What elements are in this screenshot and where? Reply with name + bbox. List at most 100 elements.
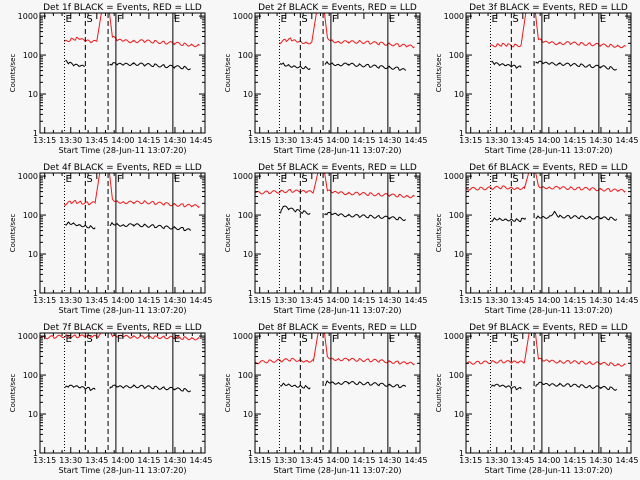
y-axis-label: Counts/sec xyxy=(435,214,443,253)
y-tick-label: 1000 xyxy=(444,12,464,21)
x-axis-label: Start Time (28-Jun-11 13:07:20) xyxy=(485,306,613,315)
x-tick-label: 13:15 xyxy=(248,136,271,145)
lld-series-line xyxy=(110,333,200,341)
marker-label: E xyxy=(389,334,395,345)
marker-label: E xyxy=(174,14,180,25)
y-tick-label: 1 xyxy=(248,289,253,298)
marker-label: S xyxy=(86,334,92,345)
y-tick-label: 10 xyxy=(28,90,38,99)
x-tick-label: 13:30 xyxy=(274,296,297,305)
x-tick-label: 14:30 xyxy=(589,136,612,145)
marker-label: F xyxy=(332,174,338,185)
x-tick-label: 14:15 xyxy=(352,456,375,465)
y-tick-label: 10 xyxy=(28,250,38,259)
x-tick-label: 13:45 xyxy=(300,136,323,145)
marker-label: E xyxy=(600,14,606,25)
detector-panel-5: Det 5f BLACK = Events, RED = LLD Counts/s… xyxy=(224,163,428,315)
marker-label: F xyxy=(332,334,338,345)
x-axis-label: Start Time (28-Jun-11 13:07:20) xyxy=(274,146,402,155)
x-tick-label: 14:15 xyxy=(137,136,160,145)
x-tick-label: 14:15 xyxy=(137,456,160,465)
x-tick-label: 14:45 xyxy=(404,136,427,145)
y-tick-label: 1000 xyxy=(444,172,464,181)
lld-series-line xyxy=(490,13,527,48)
x-tick-label: 13:45 xyxy=(511,296,534,305)
y-tick-label: 10 xyxy=(28,410,38,419)
events-series-line xyxy=(109,62,191,71)
y-tick-label: 10 xyxy=(243,90,253,99)
marker-label: E xyxy=(491,334,497,345)
plot-title: Det 8f BLACK = Events, RED = LLD xyxy=(258,323,417,333)
marker-label: E xyxy=(65,14,71,25)
x-tick-label: 13:15 xyxy=(33,296,56,305)
marker-label: E xyxy=(491,14,497,25)
x-tick-label: 14:45 xyxy=(615,136,638,145)
marker-label: S xyxy=(301,14,307,25)
events-series-line xyxy=(491,383,522,391)
lld-series-line xyxy=(324,173,415,199)
x-tick-label: 14:45 xyxy=(189,136,212,145)
x-tick-label: 14:30 xyxy=(163,136,186,145)
x-tick-label: 13:15 xyxy=(248,456,271,465)
events-series-line xyxy=(535,381,618,391)
y-tick-label: 100 xyxy=(449,211,464,220)
x-axis-label: Start Time (28-Jun-11 13:07:20) xyxy=(59,146,187,155)
y-tick-label: 1 xyxy=(33,129,38,138)
plot-title: Det 5f BLACK = Events, RED = LLD xyxy=(258,163,417,173)
x-tick-label: 13:30 xyxy=(485,296,508,305)
x-tick-label: 14:30 xyxy=(589,296,612,305)
plot-title: Det 1f BLACK = Events, RED = LLD xyxy=(43,3,202,13)
x-tick-label: 13:45 xyxy=(300,456,323,465)
lld-series-line xyxy=(323,13,415,49)
x-tick-label: 13:15 xyxy=(459,456,482,465)
x-tick-label: 14:30 xyxy=(378,296,401,305)
x-tick-label: 14:30 xyxy=(589,456,612,465)
x-tick-label: 13:45 xyxy=(85,456,108,465)
y-tick-label: 100 xyxy=(449,51,464,60)
lld-series-line xyxy=(466,173,530,191)
marker-label: S xyxy=(86,14,92,25)
marker-label: E xyxy=(65,174,71,185)
x-tick-label: 14:15 xyxy=(563,456,586,465)
marker-label: E xyxy=(600,334,606,345)
x-tick-label: 13:15 xyxy=(248,296,271,305)
x-tick-label: 14:00 xyxy=(326,456,349,465)
x-tick-label: 14:15 xyxy=(563,136,586,145)
marker-label: E xyxy=(280,334,286,345)
x-axis-label: Start Time (28-Jun-11 13:07:20) xyxy=(59,306,187,315)
marker-label: E xyxy=(174,334,180,345)
y-axis-label: Counts/sec xyxy=(435,374,443,413)
x-tick-label: 14:45 xyxy=(404,296,427,305)
lld-series-line xyxy=(108,173,200,209)
x-axis-label: Start Time (28-Jun-11 13:07:20) xyxy=(274,306,402,315)
events-series-line xyxy=(324,380,407,389)
marker-label: E xyxy=(600,174,606,185)
y-tick-label: 10 xyxy=(243,410,253,419)
marker-label: E xyxy=(389,14,395,25)
x-tick-label: 14:15 xyxy=(352,136,375,145)
y-axis-label: Counts/sec xyxy=(224,374,232,413)
lld-series-line xyxy=(255,173,319,195)
y-tick-label: 1000 xyxy=(18,332,38,341)
events-series-line xyxy=(65,221,96,230)
plot-title: Det 7f BLACK = Events, RED = LLD xyxy=(43,323,202,333)
x-tick-label: 13:30 xyxy=(485,136,508,145)
events-series-line xyxy=(324,211,406,222)
x-tick-label: 14:00 xyxy=(326,296,349,305)
detector-panel-1: Det 1f BLACK = Events, RED = LLD Counts/s… xyxy=(9,3,213,155)
lld-series-line xyxy=(466,333,530,365)
marker-label: S xyxy=(512,14,518,25)
lld-series-line xyxy=(279,13,317,45)
y-tick-label: 100 xyxy=(23,371,38,380)
y-tick-label: 10 xyxy=(454,250,464,259)
marker-label: S xyxy=(301,334,307,345)
x-axis-label: Start Time (28-Jun-11 13:07:20) xyxy=(485,466,613,475)
y-tick-label: 10 xyxy=(454,410,464,419)
lld-series-line xyxy=(534,333,626,367)
x-tick-label: 14:45 xyxy=(615,456,638,465)
x-tick-label: 14:00 xyxy=(111,456,134,465)
detector-panel-2: Det 2f BLACK = Events, RED = LLD Counts/s… xyxy=(224,3,428,155)
x-tick-label: 14:45 xyxy=(615,296,638,305)
events-series-line xyxy=(324,60,407,71)
